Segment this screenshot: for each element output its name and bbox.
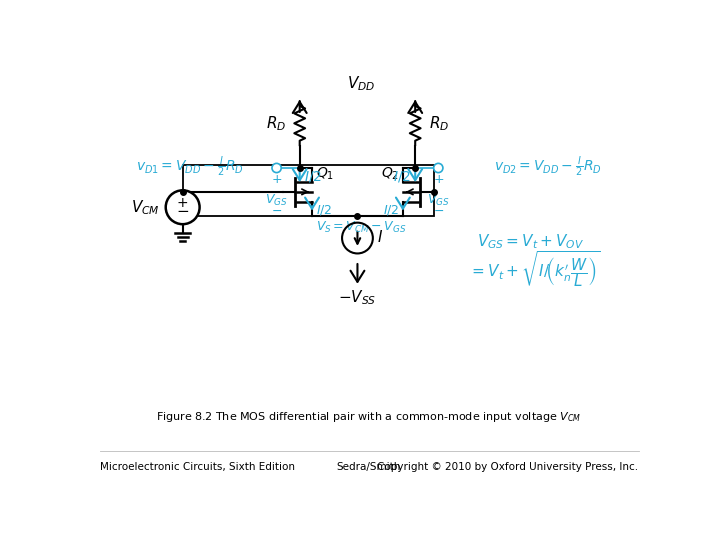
Text: $V_{DD}$: $V_{DD}$ — [347, 75, 375, 93]
Text: $v_{D2} = V_{DD} - \frac{I}{2}R_D$: $v_{D2} = V_{DD} - \frac{I}{2}R_D$ — [494, 154, 601, 179]
Text: Figure 8.2 The MOS differential pair with a common-mode input voltage $V_{CM}$: Figure 8.2 The MOS differential pair wit… — [156, 410, 582, 424]
Text: $I/2$: $I/2$ — [383, 202, 399, 217]
Text: $+$: $+$ — [271, 173, 282, 186]
Text: $I/2$: $I/2$ — [393, 169, 410, 184]
Text: $R_D$: $R_D$ — [429, 114, 449, 133]
Text: $V_S = V_{CM} - V_{GS}$: $V_S = V_{CM} - V_{GS}$ — [316, 220, 407, 235]
Bar — [184, 165, 433, 217]
Text: $V_{GS} = V_t + V_{OV}$: $V_{GS} = V_t + V_{OV}$ — [477, 233, 585, 251]
Text: $-$: $-$ — [271, 204, 282, 217]
Text: $-V_{SS}$: $-V_{SS}$ — [338, 288, 377, 307]
Text: $R_D$: $R_D$ — [266, 114, 286, 133]
Text: $V_{GS}$: $V_{GS}$ — [427, 193, 449, 208]
Text: $V_{GS}$: $V_{GS}$ — [265, 193, 288, 208]
Text: $V_{CM}$: $V_{CM}$ — [131, 198, 160, 217]
Text: Copyright © 2010 by Oxford University Press, Inc.: Copyright © 2010 by Oxford University Pr… — [377, 462, 639, 472]
Circle shape — [166, 190, 199, 224]
Text: −: − — [176, 204, 189, 219]
Circle shape — [272, 164, 282, 173]
Text: $-$: $-$ — [433, 204, 444, 217]
Text: $Q_1$: $Q_1$ — [316, 166, 334, 183]
Text: $I/2$: $I/2$ — [305, 169, 322, 184]
Text: $Q_2$: $Q_2$ — [381, 166, 399, 183]
Text: $I/2$: $I/2$ — [316, 202, 332, 217]
Text: Microelectronic Circuits, Sixth Edition: Microelectronic Circuits, Sixth Edition — [99, 462, 294, 472]
Text: Sedra/Smith: Sedra/Smith — [337, 462, 401, 472]
Text: $= V_t + \sqrt{I/\!\left(k_n^{\prime}\dfrac{W}{L}\right)}$: $= V_t + \sqrt{I/\!\left(k_n^{\prime}\df… — [469, 249, 600, 289]
Circle shape — [433, 164, 443, 173]
Text: $+$: $+$ — [433, 173, 444, 186]
Text: +: + — [177, 197, 189, 211]
Text: $I$: $I$ — [377, 228, 384, 245]
Text: $v_{D1} = V_{DD} - \frac{I}{2}R_D$: $v_{D1} = V_{DD} - \frac{I}{2}R_D$ — [137, 154, 244, 179]
